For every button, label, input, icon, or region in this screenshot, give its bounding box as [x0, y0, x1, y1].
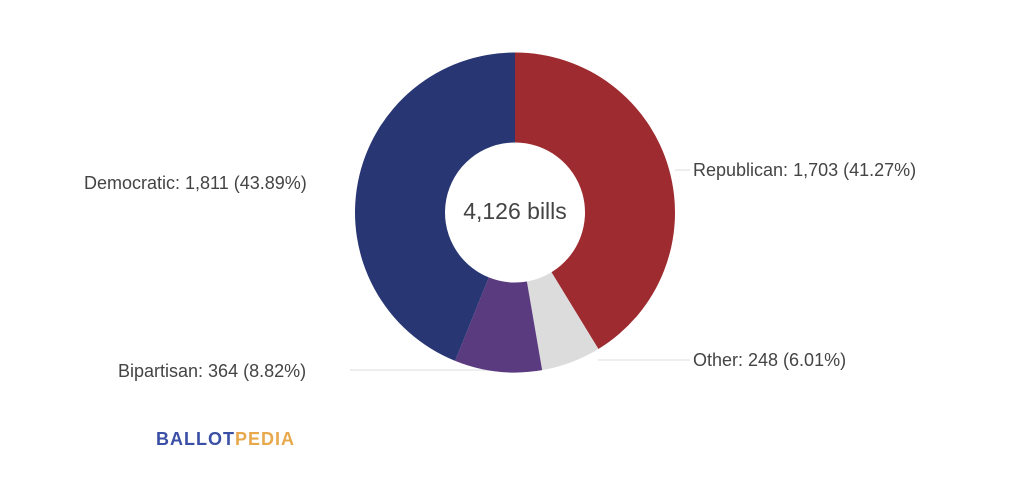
logo-part2: PEDIA: [234, 429, 295, 449]
data-label-democratic: Democratic: 1,811 (43.89%): [84, 173, 307, 193]
data-label-republican: Republican: 1,703 (41.27%): [693, 160, 917, 180]
data-label-other: Other: 248 (6.01%): [693, 350, 847, 370]
slice-bipartisan: [455, 277, 543, 373]
slice-democratic: [354, 52, 515, 361]
ballotpedia-logo: BALLOTPEDIA: [156, 429, 295, 450]
data-label-bipartisan: Bipartisan: 364 (8.82%): [118, 361, 307, 381]
center-total-label: 4,126 bills: [463, 198, 567, 224]
slice-other: [526, 272, 599, 371]
logo-part1: BALLOT: [156, 429, 235, 449]
slice-republican: [515, 52, 675, 350]
